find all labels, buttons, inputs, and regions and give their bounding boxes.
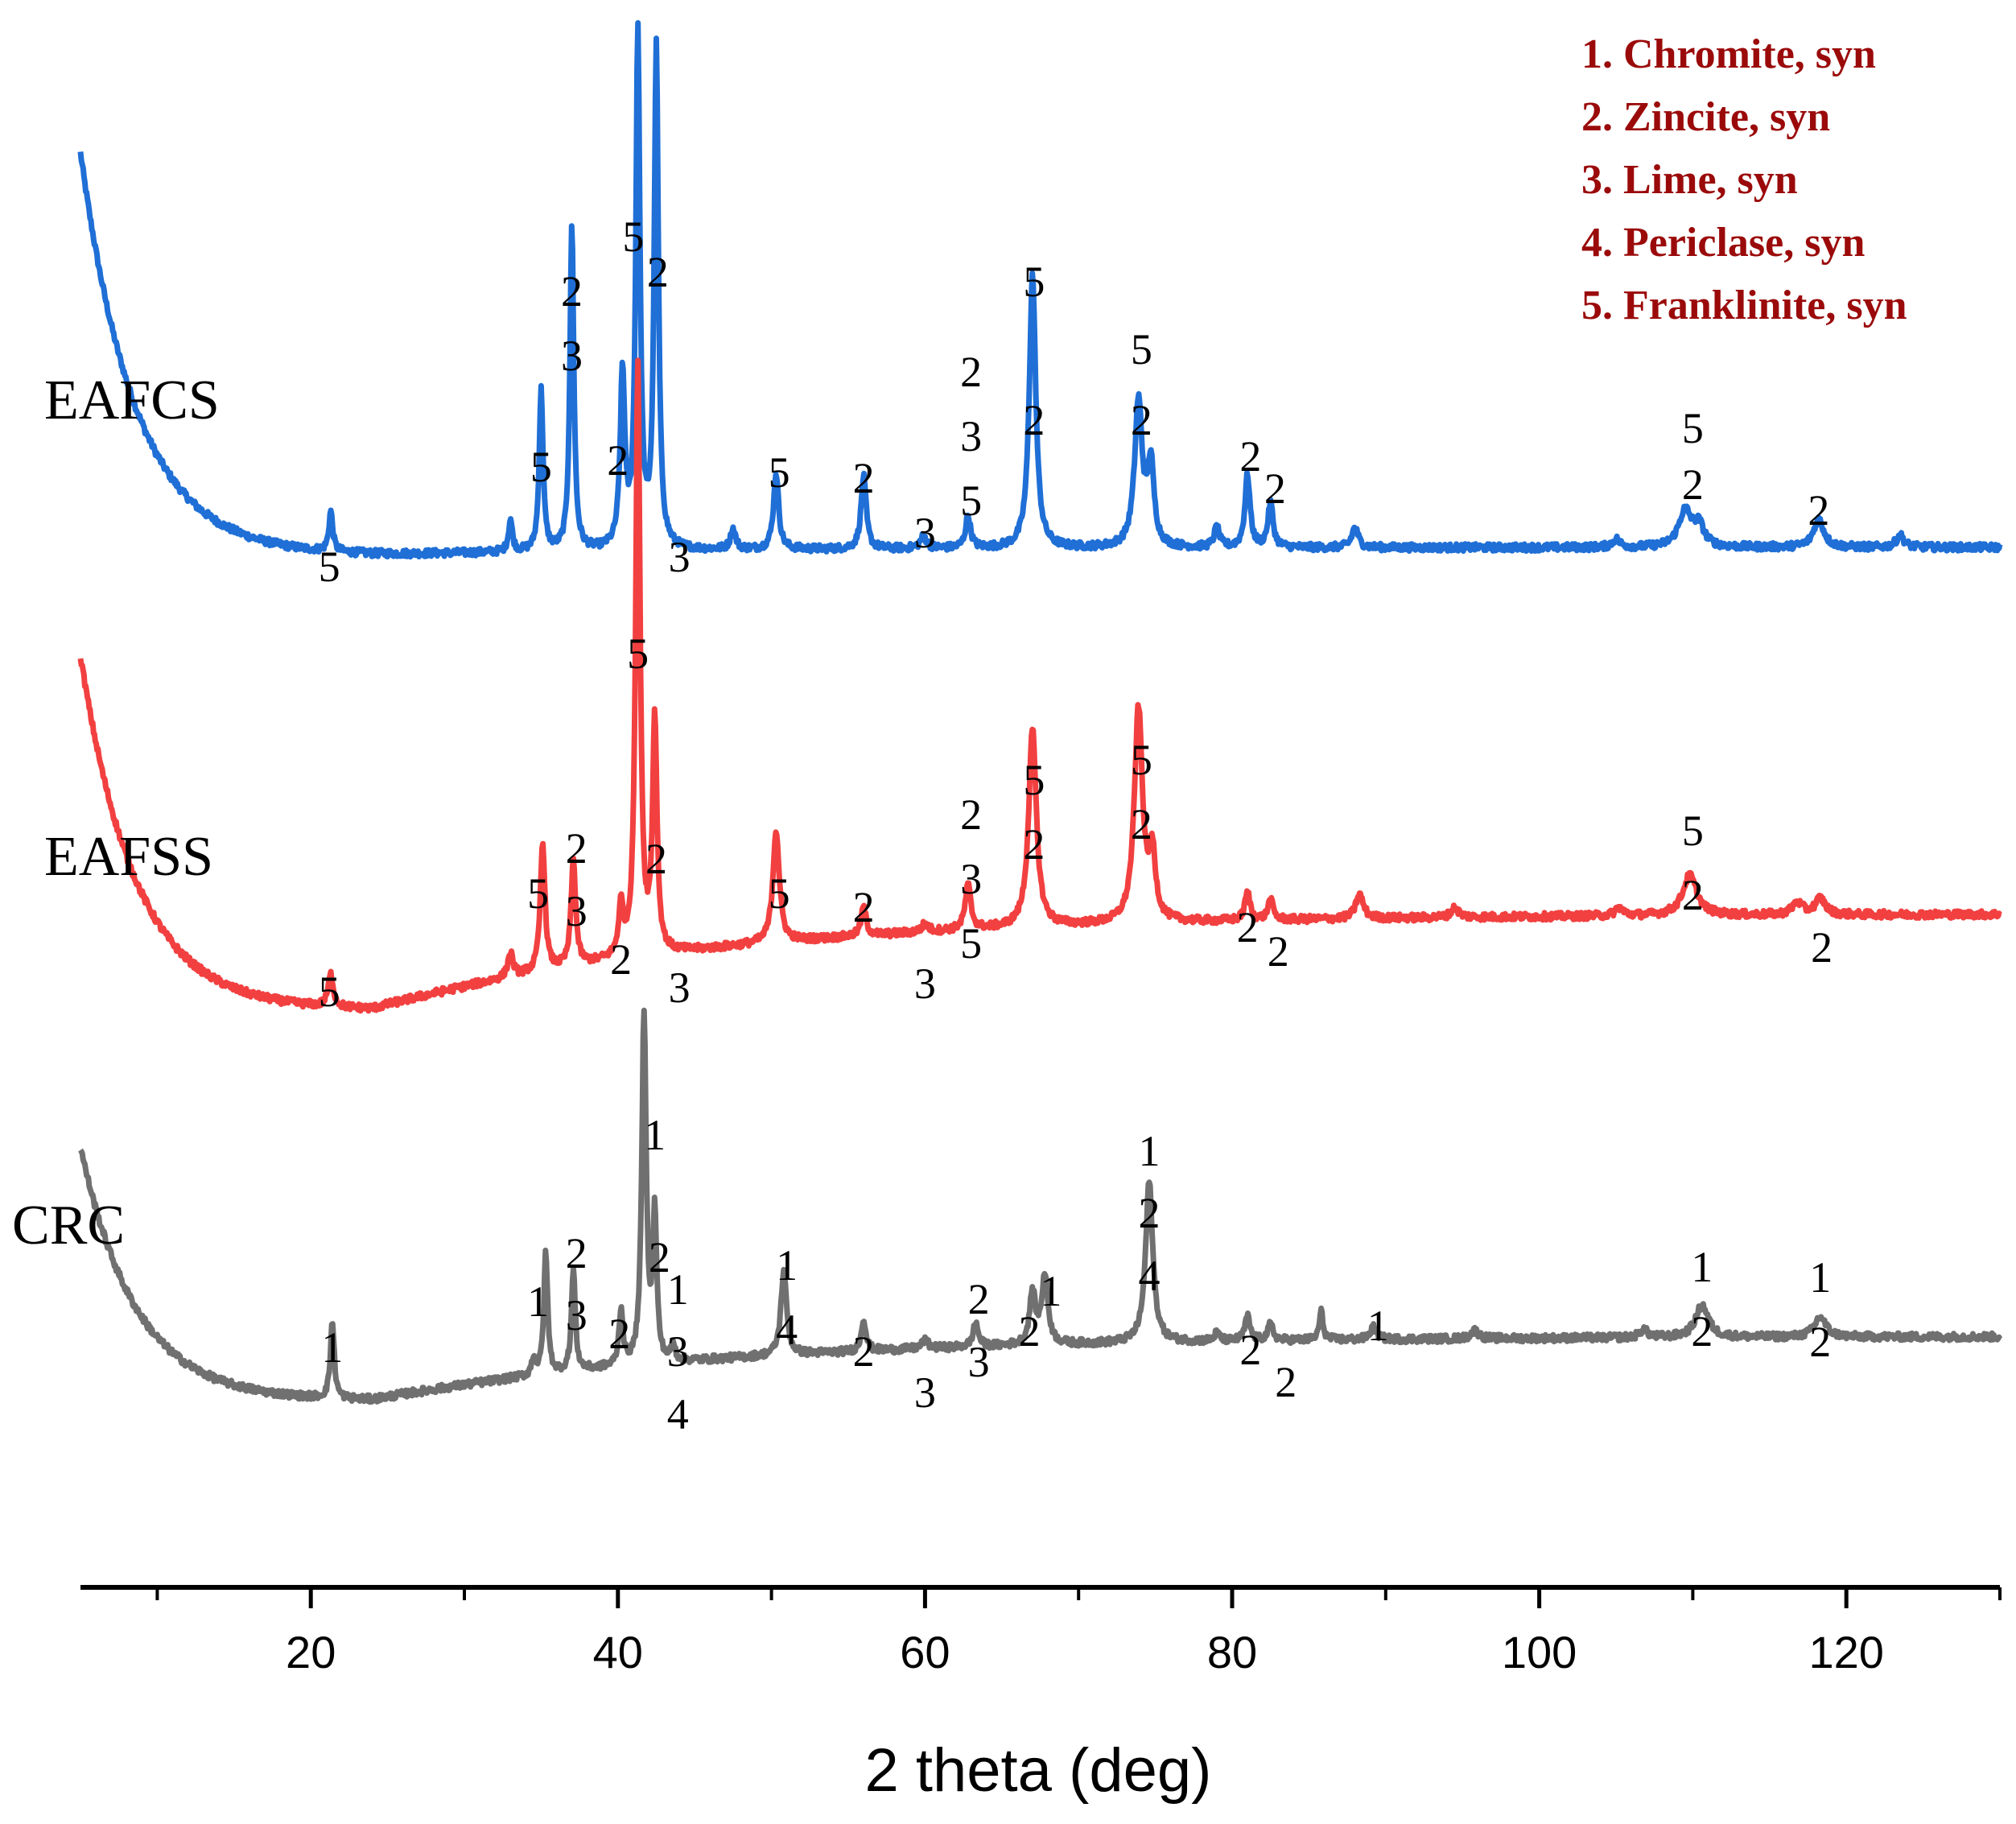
peak-label: 1 <box>667 1265 689 1314</box>
x-tick-label: 20 <box>286 1627 336 1678</box>
series-label-crc: CRC <box>12 1195 125 1257</box>
peak-label: 2 <box>1239 1326 1261 1374</box>
peak-label: 5 <box>960 477 982 525</box>
peak-label: 3 <box>566 1291 587 1339</box>
peak-label: 2 <box>608 1310 630 1358</box>
x-tick-label: 40 <box>593 1627 643 1678</box>
peak-label: 5 <box>1023 756 1045 804</box>
peak-label: 2 <box>960 348 982 396</box>
series-line-eafss <box>77 357 2002 1014</box>
x-tick-label: 60 <box>900 1627 950 1678</box>
peak-label: 2 <box>1239 432 1261 481</box>
peak-label: 2 <box>647 248 669 296</box>
x-tick-label: 80 <box>1207 1627 1257 1678</box>
peak-label: 1 <box>527 1277 549 1326</box>
peak-label: 3 <box>566 887 587 935</box>
peak-label: 5 <box>622 213 644 261</box>
peak-label: 3 <box>669 533 691 581</box>
legend: 1. Chromite, syn 2. Zincite, syn 3. Lime… <box>1581 31 1907 328</box>
peak-label: 2 <box>960 790 982 839</box>
series-line-crc <box>78 1007 2003 1405</box>
peak-label: 1 <box>776 1241 798 1290</box>
x-axis-label: 2 theta (deg) <box>865 1736 1212 1805</box>
peak-label: 2 <box>853 883 875 931</box>
x-axis-ticks: 20 40 60 80 100 120 <box>155 1587 2002 1678</box>
series-group <box>77 20 2003 1405</box>
peak-label: 2 <box>1682 460 1704 509</box>
peak-label: 2 <box>649 1233 670 1281</box>
peak-label: 3 <box>914 959 936 1008</box>
peak-label: 3 <box>914 509 936 557</box>
peak-label: 3 <box>669 964 691 1012</box>
peak-label: 5 <box>627 629 649 678</box>
peak-label: 2 <box>610 935 632 984</box>
peak-label: 4 <box>776 1306 798 1354</box>
peak-label: 2 <box>1138 1189 1160 1237</box>
peak-label: 5 <box>1682 807 1704 855</box>
peak-label: 2 <box>1131 396 1152 444</box>
peak-label: 1 <box>644 1111 666 1159</box>
peak-label: 3 <box>968 1338 990 1386</box>
peak-label: 1 <box>1040 1267 1062 1315</box>
peak-label: 5 <box>319 543 340 591</box>
series-line-eafcs <box>77 20 2003 560</box>
peak-label: 2 <box>1275 1358 1297 1406</box>
peak-label: 2 <box>1808 486 1829 534</box>
peak-label: 2 <box>607 436 629 485</box>
legend-entry: 3. Lime, syn <box>1581 157 1798 203</box>
legend-entry: 2. Zincite, syn <box>1581 94 1830 140</box>
peak-label: 2 <box>561 267 583 316</box>
peak-label: 2 <box>645 835 667 883</box>
peak-label: 3 <box>561 332 583 380</box>
peak-label: 1 <box>1367 1302 1389 1350</box>
peak-label: 2 <box>1809 1318 1831 1366</box>
peak-label: 4 <box>1138 1252 1160 1300</box>
peak-label: 5 <box>1131 325 1152 373</box>
peak-label: 2 <box>968 1275 990 1323</box>
peak-label: 5 <box>530 443 552 491</box>
peak-label: 2 <box>566 824 587 873</box>
peak-label: 2 <box>1691 1307 1713 1356</box>
peak-label: 2 <box>853 1327 875 1376</box>
peak-label: 5 <box>319 968 340 1016</box>
peak-label: 3 <box>960 855 982 903</box>
peak-label: 2 <box>1264 464 1286 513</box>
peak-label: 3 <box>667 1327 689 1376</box>
peak-label: 5 <box>1023 258 1045 306</box>
peak-label: 5 <box>1682 404 1704 452</box>
peak-label: 2 <box>1131 800 1152 848</box>
peak-label: 2 <box>1019 1307 1041 1356</box>
peak-label: 2 <box>1268 927 1289 976</box>
peak-label: 4 <box>667 1390 689 1438</box>
peak-label: 2 <box>566 1229 587 1277</box>
series-label-eafcs: EAFCS <box>44 369 220 431</box>
peak-label: 1 <box>1691 1243 1713 1291</box>
peak-label: 3 <box>960 412 982 460</box>
peak-label: 2 <box>1811 923 1833 972</box>
peak-label: 1 <box>1138 1127 1160 1175</box>
legend-entry: 5. Franklinite, syn <box>1581 283 1907 328</box>
peak-label: 2 <box>1023 820 1045 869</box>
peak-label: 1 <box>1809 1253 1831 1302</box>
series-label-eafss: EAFSS <box>44 826 213 888</box>
legend-entry: 1. Chromite, syn <box>1581 31 1876 77</box>
legend-entry: 4. Periclase, syn <box>1581 220 1865 266</box>
peak-label: 2 <box>1237 903 1259 951</box>
peak-label: 5 <box>769 869 790 918</box>
peak-label: 2 <box>853 454 875 502</box>
x-tick-label: 100 <box>1502 1627 1577 1678</box>
peak-label: 3 <box>914 1368 936 1417</box>
peak-label: 1 <box>321 1323 343 1372</box>
peak-label: 5 <box>960 919 982 968</box>
x-tick-label: 120 <box>1808 1627 1883 1678</box>
peak-label: 2 <box>1682 871 1704 919</box>
peak-label: 5 <box>1131 736 1152 784</box>
peak-label: 2 <box>1023 396 1045 444</box>
peak-label: 5 <box>769 448 790 497</box>
peak-label: 5 <box>527 869 549 918</box>
